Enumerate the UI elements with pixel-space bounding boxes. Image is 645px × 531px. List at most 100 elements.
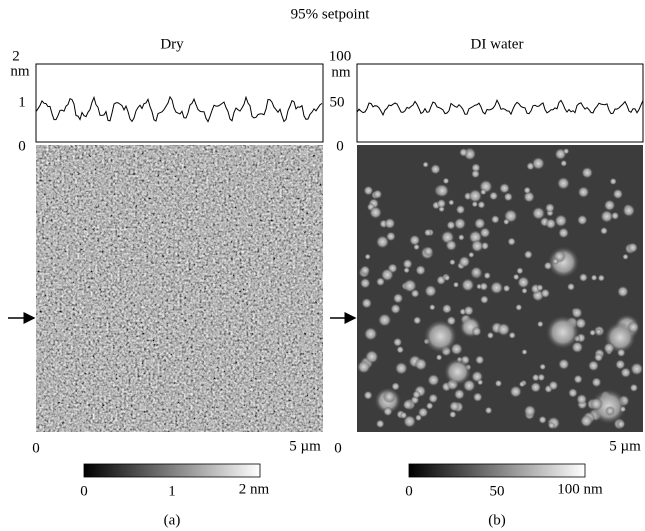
particle	[627, 242, 638, 253]
particle	[611, 211, 620, 220]
particle	[417, 407, 429, 418]
particle	[600, 209, 614, 223]
colorbar-tick: 50	[490, 483, 505, 499]
particle	[449, 259, 456, 266]
particle	[523, 186, 531, 194]
particle	[475, 355, 485, 365]
scale-label: 0	[32, 440, 40, 456]
afm-image	[36, 145, 323, 432]
particle	[507, 237, 516, 246]
particle	[530, 381, 542, 393]
particle	[403, 414, 417, 428]
particle	[508, 331, 516, 339]
particle	[393, 337, 403, 347]
particle	[590, 274, 598, 282]
particle	[361, 297, 373, 309]
particle	[589, 329, 596, 337]
particle	[589, 397, 603, 411]
colorbar	[408, 463, 586, 478]
particle	[386, 231, 396, 242]
particle	[521, 287, 528, 294]
particle	[580, 414, 593, 428]
particle	[489, 281, 504, 295]
scale-label: 0	[334, 440, 342, 456]
particle	[468, 188, 483, 203]
particle	[369, 206, 382, 219]
particle	[435, 354, 443, 361]
particle	[449, 410, 457, 419]
particle	[545, 218, 557, 230]
particle	[591, 377, 602, 388]
panel-condition: Dry	[160, 36, 184, 52]
particle	[615, 359, 626, 370]
colorbar-tick: 2 nm	[239, 481, 270, 497]
particle	[403, 278, 417, 293]
colorbar	[83, 463, 261, 478]
particle	[630, 362, 644, 376]
height-profile	[35, 95, 323, 123]
particle	[402, 258, 413, 269]
particle	[376, 277, 385, 287]
particle	[629, 383, 639, 392]
particle	[496, 322, 511, 337]
particle	[471, 326, 482, 337]
particle	[512, 273, 520, 281]
particle	[357, 360, 371, 374]
particle	[477, 200, 486, 209]
particle	[471, 201, 478, 208]
particle	[453, 388, 465, 400]
profile-tick: 0	[18, 138, 26, 154]
particle	[384, 217, 396, 230]
particle	[616, 348, 626, 358]
particle	[458, 234, 465, 241]
particle	[472, 392, 483, 402]
profile-frame	[35, 63, 324, 143]
particle	[382, 390, 396, 404]
particle	[517, 276, 530, 289]
particle	[394, 361, 408, 375]
particle	[538, 415, 547, 424]
particle	[449, 400, 460, 412]
particle	[577, 214, 588, 226]
particle	[567, 282, 575, 291]
particle	[479, 227, 491, 239]
particle	[424, 228, 432, 237]
particle	[603, 199, 616, 212]
particle	[558, 227, 570, 239]
panel-label: (b)	[488, 512, 506, 528]
particle	[462, 379, 476, 393]
particle	[363, 390, 373, 400]
particle	[622, 204, 636, 218]
particle	[471, 169, 480, 179]
particle	[609, 177, 617, 185]
particle	[578, 273, 588, 282]
profile-tick: 2	[12, 48, 20, 64]
particle	[499, 182, 510, 194]
particle	[554, 214, 568, 228]
particle	[515, 303, 523, 311]
particle	[463, 305, 474, 316]
particle	[409, 234, 421, 246]
particle	[605, 406, 615, 416]
particle	[430, 163, 441, 175]
particle	[363, 185, 374, 196]
particle	[489, 191, 499, 201]
particle	[424, 284, 437, 298]
particle	[380, 268, 394, 282]
particle	[452, 281, 460, 288]
particle	[563, 148, 570, 155]
panel-condition: DI water	[471, 36, 524, 52]
particle	[518, 381, 526, 388]
particle	[415, 264, 426, 276]
particle	[523, 250, 533, 260]
particle	[427, 373, 440, 387]
particle	[479, 282, 489, 291]
scale-label: 5 µm	[289, 438, 321, 454]
particle	[545, 315, 580, 350]
particle	[484, 406, 493, 415]
particle	[459, 148, 468, 157]
particle	[573, 374, 583, 384]
particle	[560, 159, 568, 167]
profile-frame	[356, 63, 644, 143]
particle	[480, 295, 489, 304]
